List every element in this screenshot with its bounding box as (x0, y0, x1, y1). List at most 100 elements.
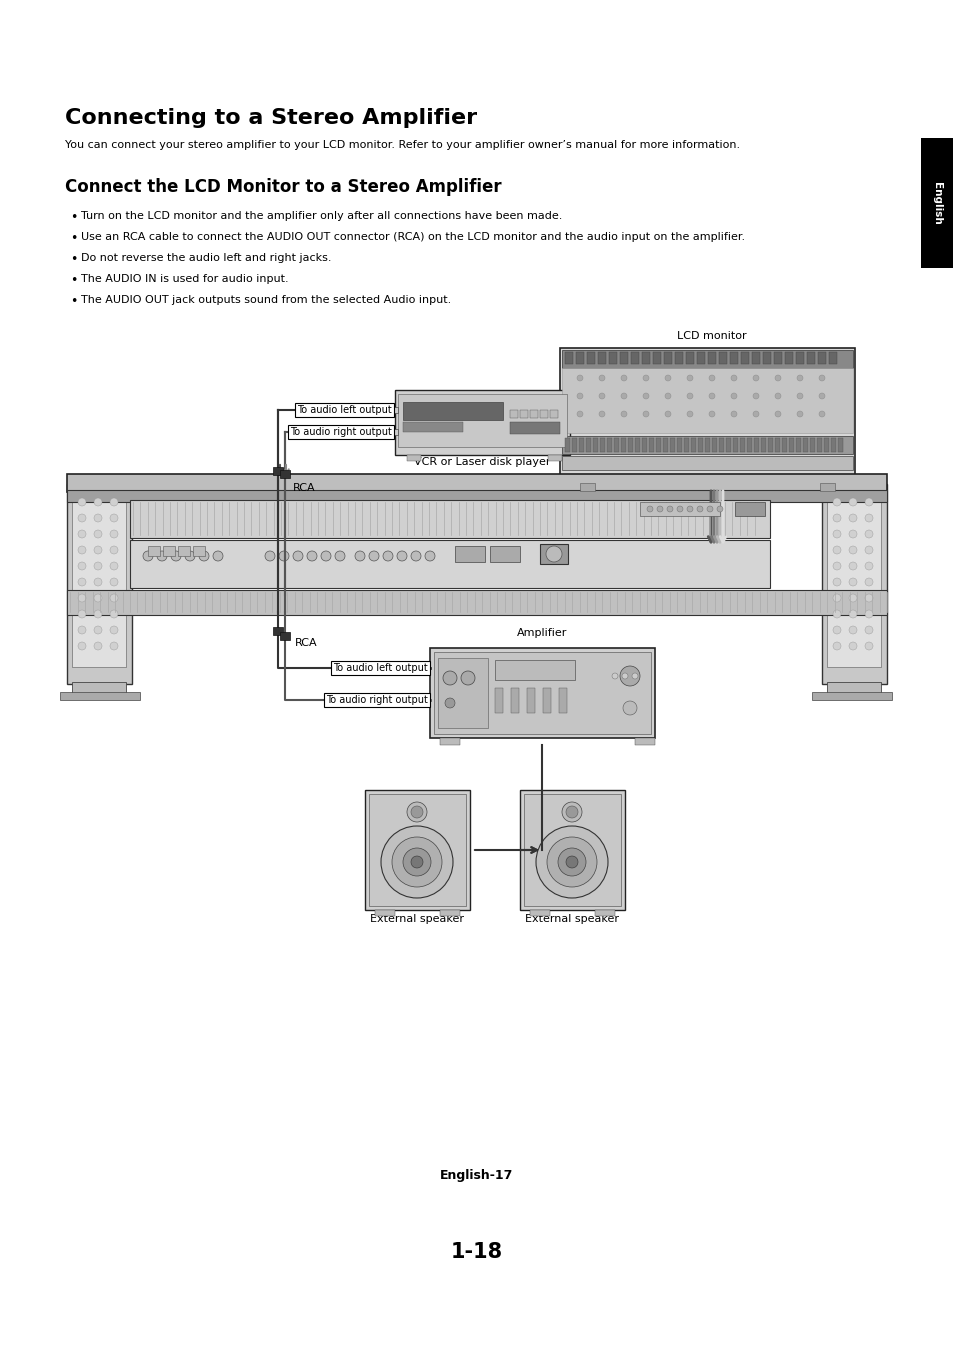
Circle shape (774, 393, 781, 399)
Circle shape (143, 551, 152, 561)
Circle shape (213, 551, 223, 561)
Circle shape (848, 594, 856, 603)
Circle shape (864, 578, 872, 586)
Bar (809, 438, 814, 453)
Text: Connecting to a Stereo Amplifier: Connecting to a Stereo Amplifier (65, 108, 476, 128)
Circle shape (796, 393, 802, 399)
Text: VCR or Laser disk player: VCR or Laser disk player (414, 457, 550, 467)
Circle shape (848, 513, 856, 521)
Bar (578, 438, 583, 453)
Bar (774, 438, 780, 453)
Circle shape (424, 551, 435, 561)
Bar (402, 422, 462, 432)
Bar (740, 353, 748, 363)
Circle shape (666, 507, 672, 512)
Circle shape (612, 673, 618, 680)
Circle shape (642, 376, 648, 381)
Circle shape (752, 376, 759, 381)
Bar (773, 353, 781, 363)
Circle shape (818, 393, 824, 399)
Circle shape (832, 578, 841, 586)
Circle shape (621, 673, 627, 680)
Text: You can connect your stereo amplifier to your LCD monitor. Refer to your amplifi: You can connect your stereo amplifier to… (65, 141, 740, 150)
Text: •: • (70, 274, 77, 286)
Circle shape (265, 551, 274, 561)
Text: Use an RCA cable to connect the AUDIO OUT connector (RCA) on the LCD monitor and: Use an RCA cable to connect the AUDIO OU… (81, 232, 744, 242)
Bar (572, 438, 577, 453)
Circle shape (396, 551, 407, 561)
Circle shape (110, 626, 118, 634)
Bar (365, 790, 470, 911)
Bar (67, 484, 132, 684)
Circle shape (110, 499, 118, 507)
Circle shape (460, 671, 475, 685)
Text: Do not reverse the audio left and right jacks.: Do not reverse the audio left and right … (81, 253, 331, 263)
Bar (830, 438, 835, 453)
Bar (788, 438, 793, 453)
Bar (511, 688, 518, 713)
Circle shape (832, 626, 841, 634)
Circle shape (864, 626, 872, 634)
Circle shape (622, 701, 637, 715)
Bar (523, 794, 620, 907)
Text: The AUDIO IN is used for audio input.: The AUDIO IN is used for audio input. (81, 274, 289, 284)
Circle shape (818, 411, 824, 417)
Circle shape (382, 551, 393, 561)
Bar (707, 353, 716, 363)
Bar (704, 438, 709, 453)
Text: RCA: RCA (293, 484, 315, 493)
Circle shape (565, 807, 578, 817)
Circle shape (864, 562, 872, 570)
Circle shape (686, 376, 692, 381)
Bar (530, 911, 550, 916)
Circle shape (78, 642, 86, 650)
Bar (558, 688, 566, 713)
Circle shape (185, 551, 194, 561)
Bar (71, 682, 126, 694)
Circle shape (664, 411, 670, 417)
Circle shape (730, 376, 737, 381)
Circle shape (832, 562, 841, 570)
Bar (826, 682, 880, 694)
Bar (397, 394, 566, 447)
Circle shape (646, 507, 652, 512)
Bar (593, 438, 598, 453)
Text: •: • (70, 211, 77, 224)
Bar (576, 353, 583, 363)
Circle shape (78, 546, 86, 554)
Circle shape (832, 594, 841, 603)
Circle shape (848, 578, 856, 586)
Bar (641, 438, 646, 453)
Bar (826, 492, 880, 667)
Bar (585, 438, 590, 453)
Circle shape (78, 499, 86, 507)
Circle shape (380, 825, 453, 898)
Circle shape (832, 546, 841, 554)
Bar (539, 544, 567, 563)
Circle shape (832, 513, 841, 521)
Bar (823, 438, 828, 453)
Circle shape (369, 551, 378, 561)
Bar (627, 438, 633, 453)
Bar (273, 467, 283, 476)
Bar (542, 688, 551, 713)
Bar (178, 546, 190, 557)
Bar (564, 353, 573, 363)
Circle shape (832, 499, 841, 507)
Bar (402, 403, 502, 420)
Bar (392, 430, 397, 435)
Circle shape (598, 411, 604, 417)
Bar (630, 353, 639, 363)
Bar (795, 438, 801, 453)
Circle shape (657, 507, 662, 512)
Bar (821, 484, 886, 684)
Circle shape (94, 499, 102, 507)
Circle shape (774, 411, 781, 417)
Bar (67, 590, 886, 615)
Circle shape (832, 611, 841, 617)
Circle shape (565, 857, 578, 867)
Circle shape (832, 642, 841, 650)
Circle shape (642, 411, 648, 417)
Bar (375, 911, 395, 916)
Bar (495, 661, 575, 680)
